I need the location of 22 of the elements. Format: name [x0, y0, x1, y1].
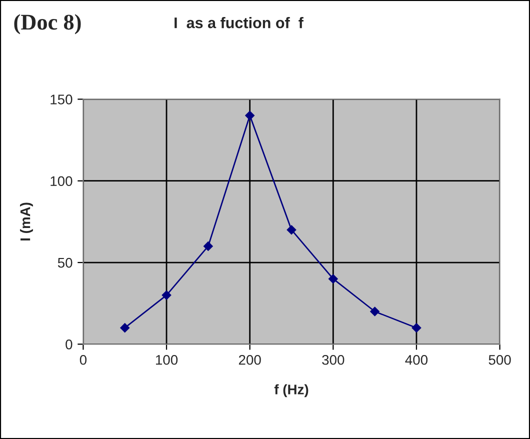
- y-tick-label: 50: [58, 258, 72, 268]
- text: (Doc 8): [14, 14, 81, 34]
- point: [370, 306, 380, 316]
- point: [412, 323, 422, 332]
- y-tick-label: 0: [66, 340, 72, 350]
- point: [162, 290, 172, 300]
- x-tick-label: 100: [156, 354, 178, 365]
- point: [120, 323, 130, 332]
- x-tick-label: 500: [488, 354, 511, 365]
- x-axis-title: f (Hz): [274, 384, 308, 398]
- chart-title: I as a fuction of f: [174, 17, 304, 28]
- x-tick-label: 400: [405, 354, 428, 365]
- x-tick-label: 200: [238, 354, 261, 365]
- y-tick-label: 150: [50, 94, 72, 104]
- point: [204, 242, 213, 251]
- x-tick-label: 0: [80, 354, 87, 365]
- point: [286, 225, 296, 234]
- point: [245, 110, 254, 120]
- y-tick-label: 100: [50, 176, 72, 186]
- y-axis-title: I (mA): [20, 202, 33, 240]
- x-tick-label: 300: [322, 354, 344, 365]
- point: [328, 274, 338, 284]
